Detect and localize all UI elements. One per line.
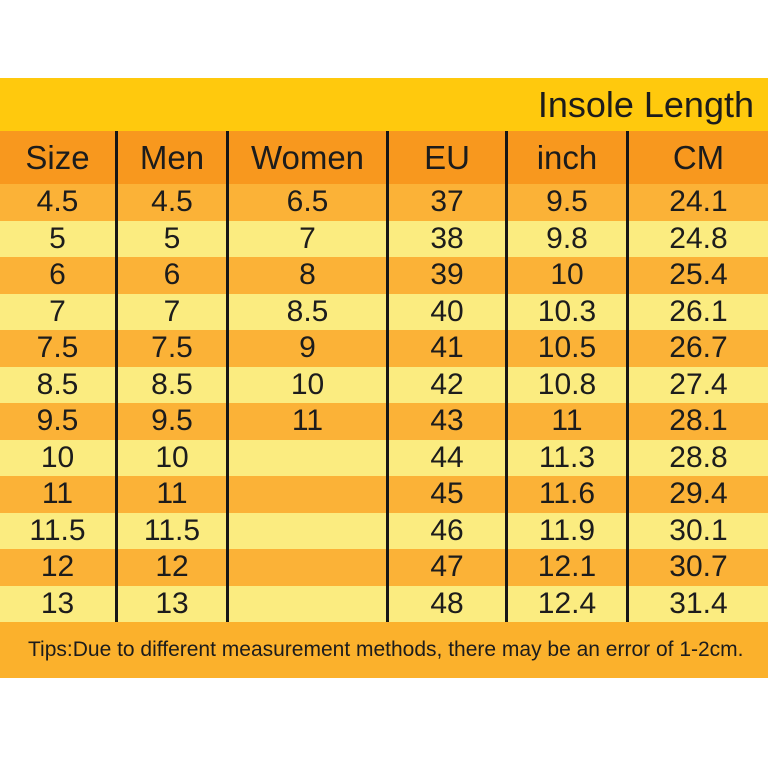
table-cell: 12 bbox=[115, 549, 226, 586]
table-cell: 10 bbox=[226, 366, 386, 403]
table-row: 5 5 7 38 9.8 24.8 bbox=[0, 220, 768, 257]
table-cell: 47 bbox=[386, 549, 505, 586]
table-row: 11.5 11.5 46 11.9 30.1 bbox=[0, 512, 768, 549]
table-cell: 10 bbox=[40, 440, 75, 474]
top-whitespace bbox=[0, 0, 768, 78]
table-cell bbox=[226, 585, 386, 622]
table-cell bbox=[226, 549, 386, 586]
table-cell: 7.5 bbox=[115, 330, 226, 367]
table-cell: 26.1 bbox=[626, 293, 768, 330]
table-cell: 11 bbox=[505, 403, 626, 440]
table-row: 12 12 47 12.1 30.7 bbox=[0, 549, 768, 586]
table-cell: 10.5 bbox=[505, 330, 626, 367]
table-cell: 11.9 bbox=[505, 512, 626, 549]
table-cell: 24.1 bbox=[626, 184, 768, 221]
tips-text: Tips:Due to different measurement method… bbox=[28, 638, 744, 661]
table-cell: 6 bbox=[49, 258, 66, 292]
table-cell: 11 bbox=[115, 476, 226, 513]
table-cell: 11.5 bbox=[29, 513, 86, 547]
column-header-eu: EU bbox=[386, 131, 505, 184]
table-cell: 6.5 bbox=[226, 184, 386, 221]
table-cell: 30.7 bbox=[626, 549, 768, 586]
table-row: 4.5 4.5 6.5 37 9.5 24.1 bbox=[0, 184, 768, 221]
table-cell bbox=[226, 512, 386, 549]
page-title: Insole Length bbox=[537, 83, 754, 125]
table-cell: 29.4 bbox=[626, 476, 768, 513]
table-cell: 4.5 bbox=[36, 185, 79, 219]
table-cell: 25.4 bbox=[626, 257, 768, 294]
table-cell: 11.3 bbox=[505, 439, 626, 476]
table-cell: 42 bbox=[386, 366, 505, 403]
table-cell: 8.5 bbox=[36, 367, 79, 401]
table-cell: 7 bbox=[115, 293, 226, 330]
table-row: 10 10 44 11.3 28.8 bbox=[0, 439, 768, 476]
table-cell: 9.8 bbox=[505, 220, 626, 257]
column-header-size: Size bbox=[25, 138, 90, 176]
table-body: 4.5 4.5 6.5 37 9.5 24.1 5 5 7 38 9.8 24.8 6 6 8 39 10 25.… bbox=[0, 184, 768, 622]
table-cell: 41 bbox=[386, 330, 505, 367]
column-header-women: Women bbox=[226, 131, 386, 184]
tips-band: Tips:Due to different measurement method… bbox=[0, 622, 768, 678]
table-cell: 10 bbox=[115, 439, 226, 476]
table-cell: 5 bbox=[115, 220, 226, 257]
table-row: 13 13 48 12.4 31.4 bbox=[0, 585, 768, 622]
table-cell: 40 bbox=[386, 293, 505, 330]
table-cell: 31.4 bbox=[626, 585, 768, 622]
table-cell: 9 bbox=[226, 330, 386, 367]
insole-length-band: Insole Length bbox=[0, 78, 768, 131]
table-cell: 8.5 bbox=[115, 366, 226, 403]
table-cell: 10.3 bbox=[505, 293, 626, 330]
table-row: 6 6 8 39 10 25.4 bbox=[0, 257, 768, 294]
table-row: 8.5 8.5 10 42 10.8 27.4 bbox=[0, 366, 768, 403]
table-cell: 11.5 bbox=[115, 512, 226, 549]
table-cell: 8.5 bbox=[226, 293, 386, 330]
table-header-row: Size Men Women EU inch CM bbox=[0, 131, 768, 184]
column-header-cm: CM bbox=[626, 131, 768, 184]
table-cell bbox=[226, 439, 386, 476]
table-cell: 12.4 bbox=[505, 585, 626, 622]
table-cell: 9.5 bbox=[115, 403, 226, 440]
table-cell: 12 bbox=[40, 550, 75, 584]
table-cell: 4.5 bbox=[115, 184, 226, 221]
table-cell: 11 bbox=[41, 477, 74, 511]
table-cell: 43 bbox=[386, 403, 505, 440]
table-cell: 7 bbox=[49, 294, 66, 328]
table-cell: 30.1 bbox=[626, 512, 768, 549]
table-cell: 5 bbox=[49, 221, 66, 255]
table-cell: 45 bbox=[386, 476, 505, 513]
size-table: Size Men Women EU inch CM 4.5 4.5 6.5 37 9.5… bbox=[0, 131, 768, 622]
table-cell: 11.6 bbox=[505, 476, 626, 513]
column-header-men: Men bbox=[115, 131, 226, 184]
table-cell: 46 bbox=[386, 512, 505, 549]
table-cell: 11 bbox=[226, 403, 386, 440]
table-cell: 6 bbox=[115, 257, 226, 294]
table-cell: 39 bbox=[386, 257, 505, 294]
table-row: 7 7 8.5 40 10.3 26.1 bbox=[0, 293, 768, 330]
table-row: 9.5 9.5 11 43 11 28.1 bbox=[0, 403, 768, 440]
table-row: 11 11 45 11.6 29.4 bbox=[0, 476, 768, 513]
table-cell: 38 bbox=[386, 220, 505, 257]
table-cell: 48 bbox=[386, 585, 505, 622]
table-cell: 9.5 bbox=[505, 184, 626, 221]
table-cell: 7.5 bbox=[36, 331, 79, 365]
table-cell: 44 bbox=[386, 439, 505, 476]
table-cell: 26.7 bbox=[626, 330, 768, 367]
table-row: 7.5 7.5 9 41 10.5 26.7 bbox=[0, 330, 768, 367]
table-cell: 12.1 bbox=[505, 549, 626, 586]
table-cell: 10.8 bbox=[505, 366, 626, 403]
table-cell: 37 bbox=[386, 184, 505, 221]
column-header-inch: inch bbox=[505, 131, 626, 184]
table-cell: 28.8 bbox=[626, 439, 768, 476]
table-cell: 28.1 bbox=[626, 403, 768, 440]
table-cell: 8 bbox=[226, 257, 386, 294]
table-cell: 10 bbox=[505, 257, 626, 294]
table-cell: 27.4 bbox=[626, 366, 768, 403]
table-cell: 13 bbox=[40, 586, 75, 620]
table-cell bbox=[226, 476, 386, 513]
table-cell: 7 bbox=[226, 220, 386, 257]
table-cell: 13 bbox=[115, 585, 226, 622]
table-cell: 24.8 bbox=[626, 220, 768, 257]
table-cell: 9.5 bbox=[36, 404, 79, 438]
